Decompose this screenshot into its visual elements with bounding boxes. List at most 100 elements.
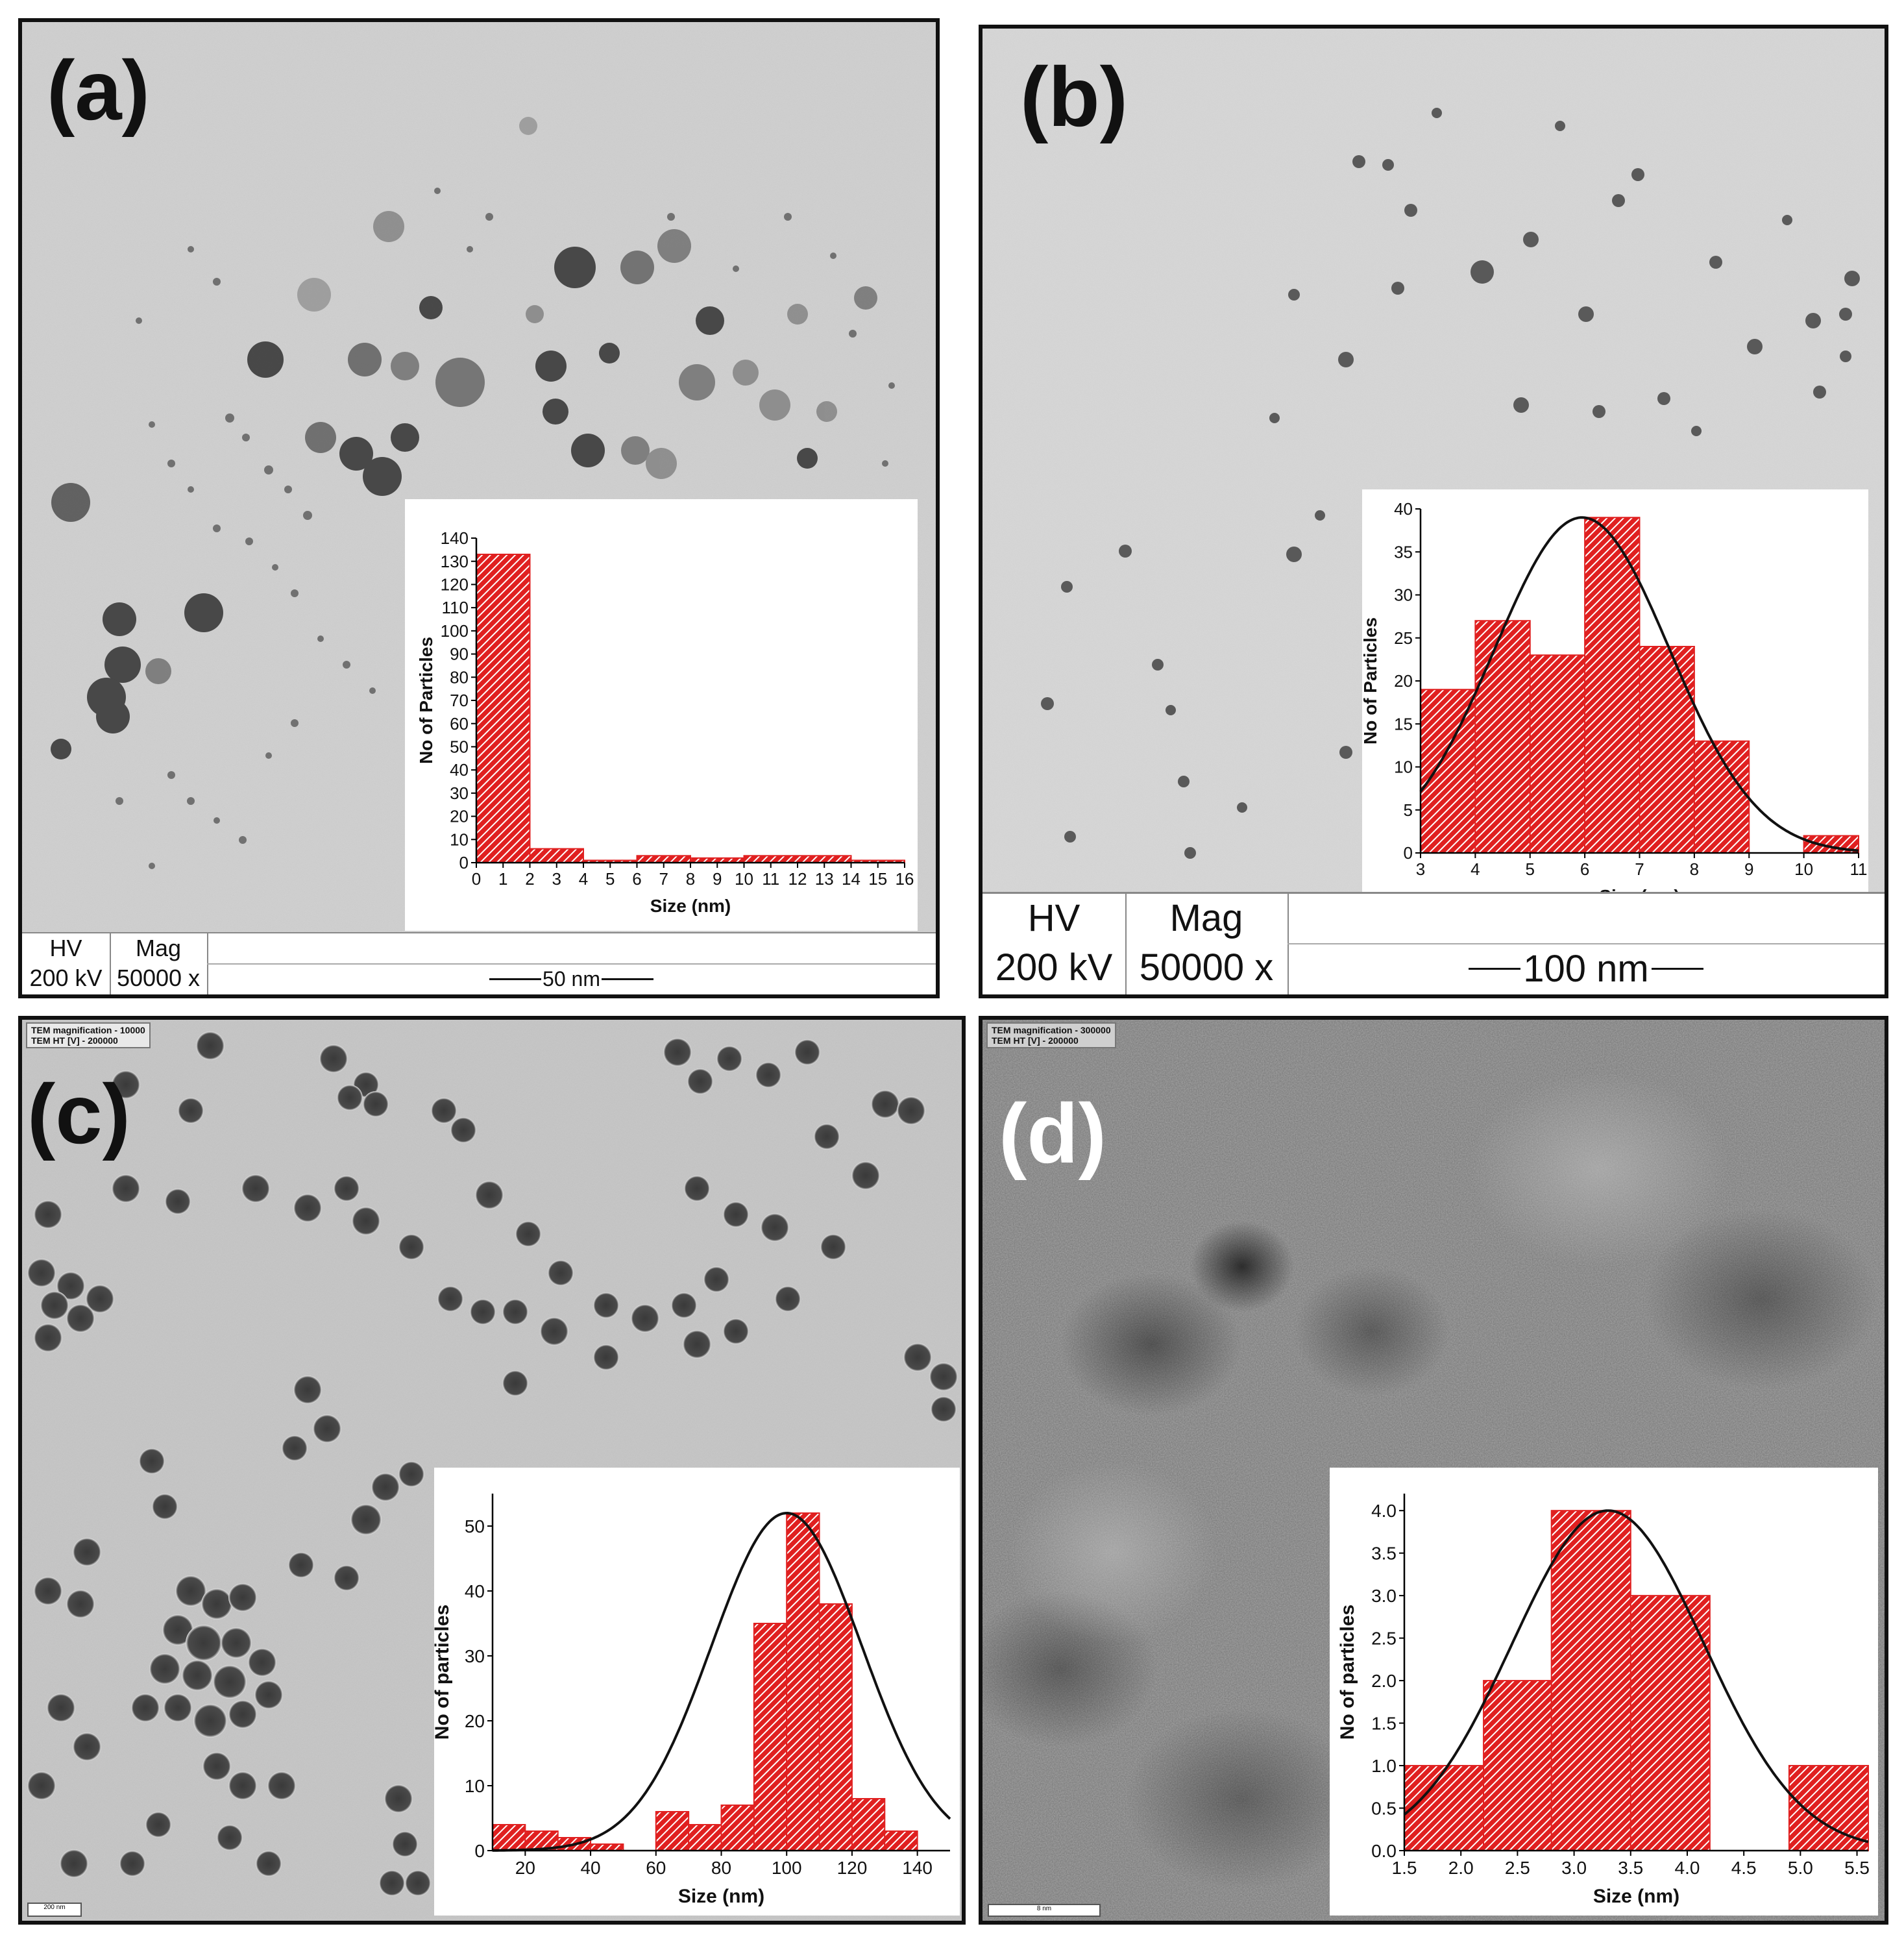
fit-curve: [1419, 516, 1859, 852]
x-tick-label: 4.0: [1675, 1858, 1700, 1878]
mag-label-a: Mag: [135, 935, 182, 961]
y-tick-label: 20: [450, 807, 469, 826]
y-tick-label: 25: [1394, 628, 1413, 648]
histogram-bar: [1629, 1595, 1711, 1851]
histogram-bar: [590, 1843, 624, 1851]
y-tick-label: 80: [450, 667, 469, 687]
histogram-bar: [688, 1824, 722, 1851]
mag-label-b: Mag: [1169, 897, 1243, 939]
axes: [491, 1494, 950, 1852]
histogram-bar: [1584, 517, 1641, 854]
y-tick-label: 10: [450, 830, 469, 849]
x-tick-label: 2: [525, 869, 534, 889]
y-tick-label: 5: [1404, 800, 1413, 820]
x-axis-label: Size (nm): [650, 896, 731, 916]
histogram-bar: [476, 554, 531, 863]
scale-bar-a: 50 nm: [207, 965, 936, 993]
y-tick-label: 120: [441, 575, 469, 595]
x-tick-label: 3: [552, 869, 561, 889]
x-tick-label: 60: [646, 1858, 666, 1878]
x-tick-label: 2.0: [1448, 1858, 1474, 1878]
histogram-bar: [851, 1798, 886, 1851]
y-tick-label: 20: [465, 1711, 485, 1731]
mag-cell-b: Mag 50000 x: [1125, 894, 1289, 994]
panel-d: TEM magnification - 300000 TEM HT [V] - …: [979, 1016, 1888, 1925]
histogram-inset-b: 3 4 5 6 7 8 9 10 11 0 5 10 15 20 25 30 35 40 Size (nm) No o…: [1362, 489, 1868, 892]
histogram-bar: [655, 1811, 690, 1851]
histogram-bar: [1788, 1765, 1869, 1851]
y-tick-label: 2.5: [1371, 1628, 1397, 1648]
scale-bar-b: 100 nm: [1288, 944, 1885, 992]
y-tick-label: 40: [1394, 499, 1413, 519]
tem-magnification-d: TEM magnification - 300000: [992, 1025, 1111, 1035]
y-tick-label: 10: [1394, 758, 1413, 777]
x-tick-label: 2.5: [1505, 1858, 1530, 1878]
panel-label-c: (c): [27, 1066, 130, 1161]
y-tick-label: 30: [1394, 585, 1413, 605]
y-tick-label: 50: [465, 1516, 485, 1536]
y-tick-label: 130: [441, 552, 469, 571]
axes: [475, 538, 905, 864]
x-tick-label: 5.0: [1788, 1858, 1813, 1878]
x-axis-label: Size (nm): [678, 1886, 764, 1907]
x-tick-label: 5: [605, 869, 615, 889]
histogram-b: 3 4 5 6 7 8 9 10 11 0 5 10 15 20 25 30 35 40 Size (nm) No o…: [1362, 499, 1868, 892]
histogram-bar: [1483, 1680, 1552, 1851]
x-tick-label: 5.5: [1844, 1858, 1870, 1878]
histogram-bar: [753, 1623, 788, 1851]
panel-b: (b) 3 4 5 6 7 8 9 10 11 0 5 10 15 20 25 30 35 40 Size (nm)…: [979, 25, 1888, 998]
y-tick-label: 100: [441, 621, 469, 641]
y-tick-label: 40: [450, 760, 469, 780]
x-tick-label: 3.0: [1561, 1858, 1587, 1878]
y-tick-label: 50: [450, 737, 469, 757]
scale-label-c: 200 nm: [43, 1904, 66, 1911]
mag-value-a: 50000 x: [116, 965, 201, 991]
x-tick-label: 7: [1635, 859, 1644, 879]
tem-ht-c: TEM HT [V] - 200000: [31, 1035, 118, 1046]
histogram-bar: [786, 1512, 820, 1851]
histogram-bar: [1404, 1765, 1485, 1851]
tem-info-box-d: TEM magnification - 300000 TEM HT [V] - …: [986, 1022, 1116, 1048]
histogram-inset-a: 0 1 2 3 4 5 6 7 8 9 10 11 12 13 14 15 16 0 10 20 30 40 50 60 70 8…: [405, 499, 918, 931]
x-tick-label: 6: [1580, 859, 1589, 879]
y-tick-label: 30: [465, 1646, 485, 1666]
scale-bar-c: 200 nm: [27, 1903, 82, 1917]
mag-cell-a: Mag 50000 x: [110, 933, 208, 994]
scale-label-a: 50 nm: [543, 967, 600, 991]
x-tick-label: 9: [1744, 859, 1753, 879]
scale-label-b: 100 nm: [1523, 947, 1649, 990]
tem-magnification-c: TEM magnification - 10000: [31, 1025, 145, 1035]
tem-ht-d: TEM HT [V] - 200000: [992, 1035, 1079, 1046]
y-tick-label: 70: [450, 691, 469, 710]
histogram-bar: [884, 1830, 918, 1851]
y-axis-label: No of Particles: [416, 637, 436, 764]
panel-c: TEM magnification - 10000 TEM HT [V] - 2…: [18, 1016, 966, 1925]
info-bar-a: HV 200 kV Mag 50000 x 50 nm: [22, 932, 936, 994]
y-axis-label: No of particles: [1337, 1605, 1358, 1740]
x-tick-label: 14: [842, 869, 860, 889]
hv-label-b: HV: [1027, 897, 1080, 939]
x-tick-label: 140: [902, 1858, 933, 1878]
tem-info-box-c: TEM magnification - 10000 TEM HT [V] - 2…: [26, 1022, 151, 1048]
histogram-bar: [492, 1824, 526, 1851]
y-tick-label: 0: [459, 853, 469, 872]
x-tick-label: 40: [580, 1858, 600, 1878]
x-axis-label: Size (nm): [1599, 886, 1679, 892]
y-tick-label: 1.0: [1371, 1756, 1397, 1776]
y-tick-label: 60: [450, 714, 469, 733]
y-tick-label: 3.0: [1371, 1586, 1397, 1606]
y-tick-label: 3.5: [1371, 1543, 1397, 1563]
y-tick-label: 110: [442, 598, 469, 617]
histogram-a: 0 1 2 3 4 5 6 7 8 9 10 11 12 13 14 15 160102030405060708…: [416, 528, 914, 916]
panel-label-b: (b): [1020, 49, 1128, 144]
x-tick-label: 11: [762, 869, 779, 889]
y-tick-label: 4.0: [1371, 1501, 1397, 1521]
y-axis-label: No of Particles: [1362, 617, 1380, 745]
y-tick-label: 0.0: [1371, 1841, 1397, 1861]
x-tick-label: 16: [896, 869, 914, 889]
y-tick-label: 140: [441, 528, 469, 548]
y-tick-label: 0: [474, 1841, 485, 1861]
hv-value-a: 200 kV: [29, 965, 103, 991]
x-tick-label: 8: [686, 869, 695, 889]
fit-curve: [1403, 1509, 1869, 1843]
